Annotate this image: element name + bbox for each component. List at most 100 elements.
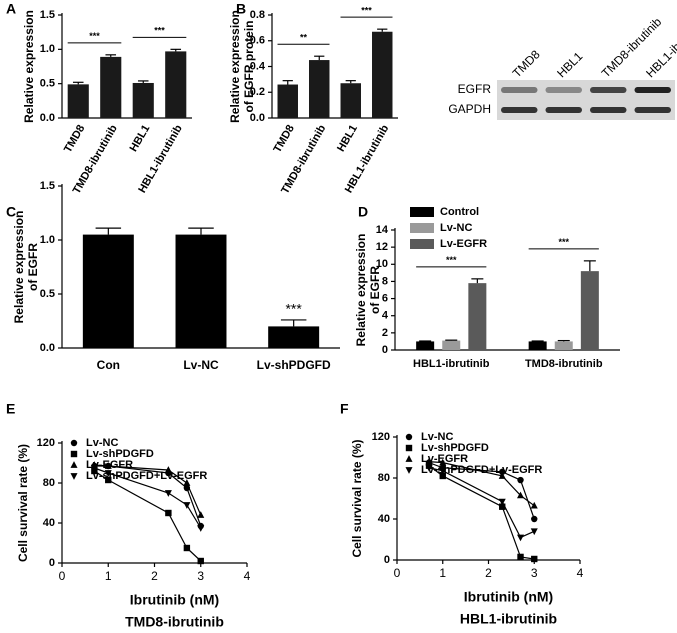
y-tick-label: 120 (37, 437, 55, 449)
bar (277, 84, 298, 118)
legend-marker (405, 433, 413, 441)
x-tick-label: Con (97, 358, 120, 372)
blot-band (545, 107, 582, 113)
y-tick-label: 0.2 (250, 86, 265, 98)
y-tick-label: 0.5 (40, 288, 55, 300)
x-tick-label: 2 (151, 569, 158, 583)
data-point (499, 468, 506, 476)
x-tick-label: 1 (105, 569, 112, 583)
x-tick-label: HBL1 (335, 123, 360, 154)
bar (528, 341, 547, 350)
blot-band (590, 107, 627, 113)
significance-label: *** (285, 301, 302, 317)
x-axis-label: Ibrutinib (nM) (464, 589, 553, 605)
significance-label: ** (300, 33, 308, 43)
data-point (197, 557, 204, 565)
subtitle: HBL1-ibrutinib (460, 611, 557, 627)
legend-label: Lv-shPDGFD (86, 448, 154, 460)
legend-label: Lv-EGFR (440, 238, 487, 250)
data-point (517, 491, 525, 499)
x-tick-label: 1 (439, 566, 446, 580)
x-tick-label: 0 (394, 566, 401, 580)
blot-background (497, 80, 675, 120)
data-point (439, 467, 447, 475)
data-point (531, 515, 538, 523)
legend-swatch (410, 223, 434, 233)
legend-label: Lv-NC (440, 222, 472, 234)
y-axis-label: Cell survival rate (%) (16, 444, 30, 562)
x-tick-label: 4 (244, 569, 251, 583)
data-point (164, 466, 172, 473)
significance-label: *** (361, 6, 372, 16)
x-tick-label: TMD8 (271, 123, 296, 155)
panel-label: F (340, 401, 349, 417)
data-point (425, 457, 433, 465)
subtitle: TMD8-ibrutinib (125, 614, 224, 630)
y-tick-label: 0.5 (40, 78, 55, 90)
lane-label: HBL1 (554, 49, 585, 80)
panel-label: A (6, 1, 16, 17)
x-tick-label: TMD8-ibrutinib (525, 358, 603, 370)
data-point (90, 465, 98, 472)
panel-label: B (236, 1, 246, 17)
x-tick-label: HBL1 (128, 123, 153, 154)
y-tick-label: 6 (382, 292, 388, 304)
data-point (530, 528, 538, 536)
significance-label: *** (89, 31, 100, 41)
y-tick-label: 0.6 (250, 35, 265, 47)
legend-swatch (410, 239, 434, 249)
y-axis-label: Relative expression (22, 10, 36, 123)
legend-swatch (410, 207, 434, 217)
y-tick-label: 12 (376, 241, 388, 253)
data-point (517, 476, 524, 484)
y-tick-label: 40 (43, 517, 55, 529)
blot-band (634, 87, 671, 93)
significance-label: *** (154, 26, 165, 36)
data-point (183, 479, 191, 486)
y-tick-label: 2 (382, 327, 388, 339)
y-tick-label: 14 (376, 224, 389, 236)
legend-marker (405, 467, 413, 474)
data-point (517, 534, 525, 542)
data-point (439, 472, 446, 480)
legend-label: Lv-NC (421, 431, 453, 443)
y-tick-label: 1.5 (40, 180, 55, 192)
blot-band (501, 87, 538, 93)
x-tick-label: Lv-NC (183, 358, 219, 372)
y-tick-label: 0.4 (250, 60, 266, 72)
y-axis-label: Relative expression (228, 10, 242, 123)
y-axis-label: Relative expression (12, 211, 26, 324)
y-tick-label: 0 (384, 554, 390, 566)
y-axis-label: Relative expression (354, 234, 368, 347)
bar (309, 60, 330, 118)
panel-label: C (6, 204, 16, 220)
y-tick-label: 0.0 (40, 342, 55, 354)
bar (100, 56, 122, 118)
bar (82, 234, 134, 348)
y-tick-label: 80 (43, 477, 55, 489)
blot-band (545, 87, 582, 93)
y-axis-label: of EGFR (368, 266, 382, 314)
y-tick-label: 10 (376, 258, 388, 270)
x-tick-label: 4 (577, 566, 584, 580)
x-axis-label: Ibrutinib (nM) (130, 592, 219, 608)
data-point (197, 525, 205, 532)
legend-marker (405, 444, 413, 452)
data-point (183, 502, 191, 509)
legend-marker (70, 473, 78, 480)
x-tick-label: 2 (485, 566, 492, 580)
y-axis-label: of EGFR protein (242, 21, 256, 113)
data-point (183, 544, 191, 552)
bar (416, 341, 435, 350)
data-point (104, 462, 112, 469)
data-point (197, 511, 205, 518)
legend-marker (405, 455, 413, 462)
legend-label: Lv-shPDGFD+Lv-EGFR (86, 470, 207, 482)
blot-row-label: GAPDH (448, 102, 491, 116)
bar (268, 326, 320, 348)
blot-band (590, 87, 627, 93)
legend-marker (70, 461, 78, 468)
bar (175, 234, 227, 348)
bar (580, 271, 599, 350)
